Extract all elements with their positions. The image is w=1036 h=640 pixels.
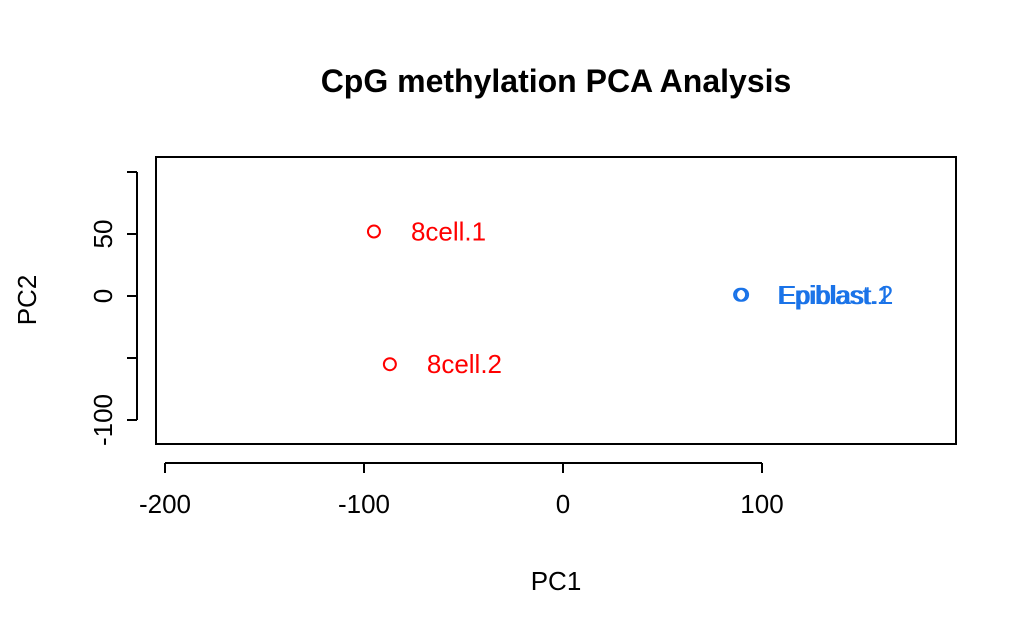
y-tick-label: 50 xyxy=(88,220,118,249)
x-tick-label: -200 xyxy=(139,489,191,519)
data-point xyxy=(366,224,381,239)
y-axis: -100 0 50 xyxy=(88,171,138,446)
x-tick-label: 100 xyxy=(740,489,783,519)
y-tick-label: -100 xyxy=(88,394,118,446)
point-label: 8cell.2 xyxy=(427,349,502,379)
data-point xyxy=(735,287,750,302)
point-label: Epiblast.1 xyxy=(777,280,891,310)
point-label: Epiblast.2 xyxy=(779,280,893,310)
x-axis: -200 -100 0 100 xyxy=(139,462,784,519)
plot-frame xyxy=(155,156,957,445)
point-label: 8cell.1 xyxy=(411,217,486,247)
chart-title: CpG methylation PCA Analysis xyxy=(321,63,792,99)
y-axis-label: PC2 xyxy=(12,275,42,326)
data-point xyxy=(382,357,397,372)
x-tick-label: -100 xyxy=(338,489,390,519)
x-axis-label: PC1 xyxy=(531,566,582,596)
x-tick-label: 0 xyxy=(556,489,570,519)
y-tick-label: 0 xyxy=(88,289,118,303)
